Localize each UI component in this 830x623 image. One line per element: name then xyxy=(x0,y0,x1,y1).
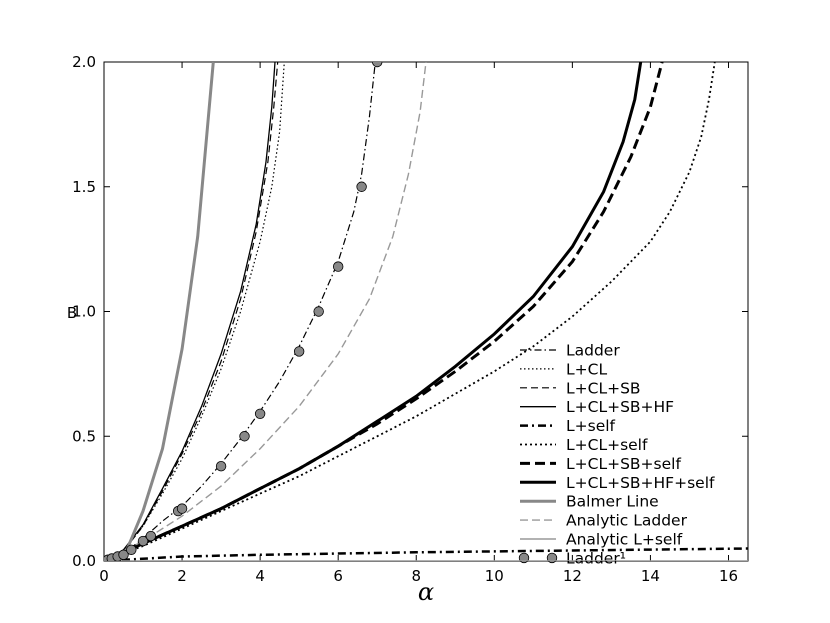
legend-label: L+CL xyxy=(566,360,607,378)
legend-label: Analytic L+self xyxy=(566,531,683,549)
y-axis-title: B xyxy=(67,304,77,322)
x-tick-label: 0 xyxy=(99,567,109,585)
y-tick-label: 1.0 xyxy=(72,303,96,321)
x-tick-label: 6 xyxy=(333,567,343,585)
legend-label: L+self xyxy=(566,417,616,435)
ladder1-marker xyxy=(239,431,250,442)
ladder1-marker xyxy=(293,346,305,357)
y-tick-label: 1.5 xyxy=(72,178,96,196)
ladder1-marker xyxy=(313,306,324,317)
legend-label: Ladder¹ xyxy=(566,549,626,567)
ladder1-marker xyxy=(254,408,266,419)
series-line-l-cl-self xyxy=(104,62,716,561)
series-line-l-cl-sb-hf xyxy=(104,62,276,561)
legend-label: L+CL+SB+HF xyxy=(566,398,674,416)
legend-label: Analytic Ladder xyxy=(566,512,688,530)
series-line-l-cl-sb-hf-self xyxy=(104,62,643,561)
legend-marker xyxy=(546,552,558,564)
ladder1-marker xyxy=(137,535,149,547)
legend-label: Balmer Line xyxy=(566,493,659,511)
x-tick-label: 8 xyxy=(411,567,421,585)
series-line-analytic-ladder xyxy=(104,62,427,561)
x-tick-label: 14 xyxy=(641,567,660,585)
legend-label: L+CL+SB+self xyxy=(566,455,681,473)
ladder1-marker xyxy=(126,544,137,555)
ladder1-marker xyxy=(145,530,157,542)
series-line-ladder xyxy=(104,62,376,561)
legend-label: L+CL+self xyxy=(566,436,648,454)
y-tick-label: 2.0 xyxy=(72,53,96,71)
ladder1-marker xyxy=(356,181,367,192)
x-tick-label: 10 xyxy=(485,567,504,585)
ladder1-marker xyxy=(332,261,344,272)
ladder1-marker xyxy=(372,62,383,68)
legend-label: Ladder xyxy=(566,342,620,360)
y-tick-label: 0.5 xyxy=(72,427,96,445)
legend: LadderL+CLL+CL+SBL+CL+SB+HFL+selfL+CL+se… xyxy=(518,342,715,567)
series-line-l-cl-sb xyxy=(104,62,279,561)
x-tick-label: 2 xyxy=(177,567,187,585)
x-tick-label: 4 xyxy=(255,567,265,585)
ladder1-marker xyxy=(118,549,129,560)
ladder1-marker xyxy=(215,460,227,472)
legend-label: L+CL+SB xyxy=(566,379,641,397)
legend-label: L+CL+SB+HF+self xyxy=(566,474,715,492)
series-line-l-cl xyxy=(104,62,285,561)
x-axis-title: α xyxy=(418,578,434,606)
series-line-l-self xyxy=(104,547,748,561)
x-tick-label: 16 xyxy=(719,567,738,585)
ladder1-marker xyxy=(176,503,188,514)
legend-marker xyxy=(518,552,530,564)
x-tick-label: 12 xyxy=(563,567,582,585)
y-tick-label: 0.0 xyxy=(72,552,96,570)
